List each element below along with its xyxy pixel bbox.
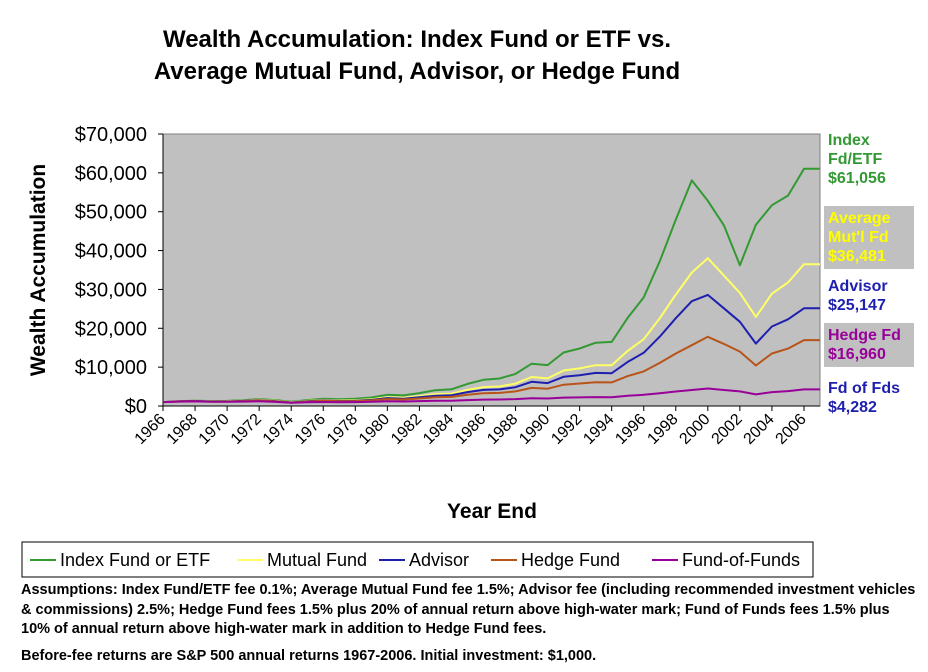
x-axis: 1966196819701972197419761978198019821984…: [132, 405, 820, 448]
chart-title-line-2: Average Mutual Fund, Advisor, or Hedge F…: [154, 58, 680, 85]
y-tick-label: $60,000: [75, 163, 147, 185]
plot-background: [162, 133, 821, 407]
end-label-text: Mut'l Fd: [828, 229, 889, 246]
y-tick-label: $30,000: [75, 279, 147, 301]
x-tick-label: 1972: [228, 411, 265, 448]
x-tick-label: 1986: [452, 411, 489, 448]
x-tick-label: 1970: [196, 411, 233, 448]
x-tick-label: 1976: [292, 411, 329, 448]
end-label-text: Advisor: [828, 278, 888, 295]
legend-label: Fund-of-Funds: [682, 550, 800, 570]
series-line-fund-of-funds: [162, 387, 820, 404]
y-axis-title: Wealth Accumulation: [27, 164, 50, 376]
x-tick-label: 2000: [676, 411, 713, 448]
assumptions-note: Assumptions: Index Fund/ETF fee 0.1%; Av…: [21, 582, 916, 637]
x-tick-label: 1996: [612, 411, 649, 448]
x-tick-label: 1968: [164, 411, 201, 448]
x-tick-label: 1988: [484, 411, 521, 448]
x-tick-label: 1992: [548, 411, 585, 448]
x-tick-label: 1982: [388, 411, 425, 448]
x-tick-label: 2004: [741, 411, 778, 448]
series-lines: [162, 167, 820, 404]
y-axis: $0 $10,000 $20,000 $30,000 $40,000 $50,000 $60…: [75, 124, 164, 418]
legend-label: Advisor: [409, 550, 469, 570]
y-tick-label: $10,000: [75, 357, 147, 379]
chart-title-line-1: Wealth Accumulation: Index Fund or ETF v…: [163, 26, 671, 53]
end-label-text: $25,147: [828, 297, 886, 314]
end-label-text: $4,282: [828, 399, 877, 416]
x-tick-label: 1990: [516, 411, 553, 448]
y-tick-label: $40,000: [75, 241, 147, 263]
returns-note: Before-fee returns are S&P 500 annual re…: [21, 647, 597, 664]
x-axis-title: Year End: [447, 500, 537, 523]
end-label-text: Average: [828, 210, 891, 227]
end-label-box: [824, 323, 914, 367]
x-tick-label: 1998: [644, 411, 681, 448]
legend-label: Hedge Fund: [521, 550, 620, 570]
x-tick-label: 1980: [356, 411, 393, 448]
x-tick-label: 2002: [709, 411, 746, 448]
end-label-text: Fd/ETF: [828, 151, 882, 168]
notes: Assumptions: Index Fund/ETF fee 0.1%; Av…: [21, 581, 921, 666]
y-tick-label: $50,000: [75, 202, 147, 224]
end-label-text: $16,960: [828, 346, 886, 363]
end-label-text: Index: [828, 132, 870, 149]
x-tick-label: 1974: [260, 411, 297, 448]
end-label-text: $61,056: [828, 170, 886, 187]
end-label-text: $36,481: [828, 248, 886, 265]
end-label-text: Fd of Fds: [828, 380, 900, 397]
x-tick-label: 1978: [324, 411, 361, 448]
legend: Index Fund or ETF Mutual Fund Advisor Hedge…: [30, 550, 800, 570]
x-tick-label: 1994: [580, 411, 617, 448]
y-tick-label: $70,000: [75, 124, 147, 146]
x-tick-label: 1984: [420, 411, 457, 448]
y-tick-label: $0: [125, 396, 147, 418]
legend-box: [21, 541, 814, 578]
end-label-box: [824, 206, 914, 269]
x-tick-label: 2006: [773, 411, 810, 448]
chart-area: Wealth Accumulation: Index Fund or ETF v…: [21, 26, 914, 578]
legend-label: Mutual Fund: [267, 550, 367, 570]
end-labels: Index Fd/ETF $61,056 Average Mut'l Fd $36,481…: [824, 132, 914, 416]
end-label-text: Hedge Fd: [828, 327, 901, 344]
y-tick-label: $20,000: [75, 318, 147, 340]
legend-label: Index Fund or ETF: [60, 550, 210, 570]
